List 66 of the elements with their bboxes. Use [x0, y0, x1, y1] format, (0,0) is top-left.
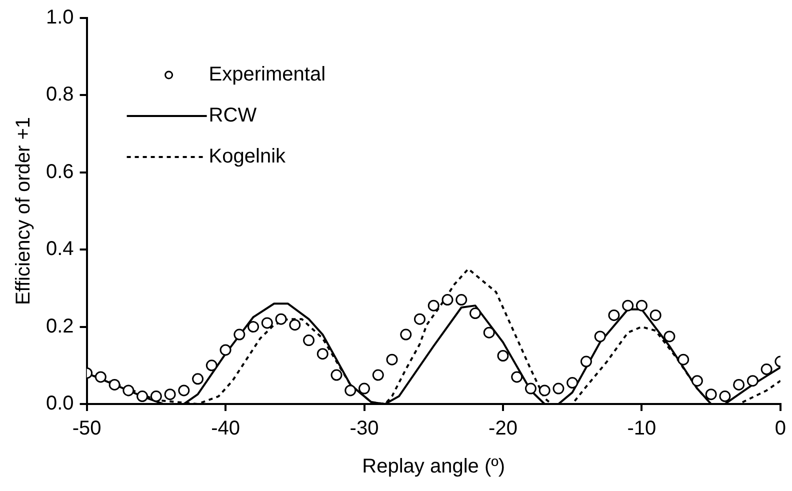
legend-label: RCW — [208, 104, 257, 127]
point — [248, 321, 260, 333]
point — [372, 369, 384, 381]
y-axis-title: Efficiency of order +1 — [12, 116, 35, 306]
legend-label: Experimental — [208, 64, 326, 86]
point — [469, 308, 481, 320]
point — [122, 384, 134, 396]
x-tick-label: 0 — [774, 418, 786, 440]
point — [94, 371, 106, 383]
point — [497, 350, 509, 362]
y-tick-label: 0.2 — [46, 315, 74, 338]
point — [552, 382, 564, 394]
point — [220, 344, 232, 356]
point — [566, 377, 578, 389]
point — [678, 354, 690, 366]
x-tick-label: -50 — [72, 418, 102, 440]
point — [234, 328, 246, 340]
point — [636, 300, 648, 312]
point — [746, 375, 758, 387]
point — [524, 382, 536, 394]
point — [164, 388, 176, 400]
point — [206, 360, 218, 372]
point — [664, 330, 676, 342]
point — [594, 330, 606, 342]
point — [150, 390, 162, 402]
point — [400, 328, 412, 340]
y-tick-label: 0.0 — [46, 392, 74, 415]
point — [608, 309, 620, 321]
point — [580, 356, 592, 368]
point — [386, 354, 398, 366]
point — [733, 378, 745, 390]
x-axis-title: Replay angle (º) — [362, 456, 506, 478]
point — [330, 369, 342, 381]
point — [414, 313, 426, 325]
point — [442, 294, 454, 306]
x-tick-label: -10 — [627, 418, 656, 440]
point — [303, 334, 315, 346]
point — [136, 390, 148, 402]
point — [428, 300, 440, 312]
point — [344, 384, 356, 396]
point — [650, 309, 662, 321]
y-tick-label: 0.6 — [46, 160, 74, 183]
point — [538, 384, 550, 396]
x-tick-label: -20 — [488, 418, 518, 440]
point — [358, 382, 370, 394]
legend-label: Kogelnik — [208, 146, 287, 168]
point — [483, 326, 495, 338]
y-tick-label: 0.8 — [46, 84, 74, 106]
point — [622, 300, 634, 312]
x-tick-label: -40 — [211, 418, 240, 440]
point — [691, 375, 703, 387]
point — [511, 371, 523, 383]
point — [316, 348, 328, 360]
point — [192, 373, 204, 385]
point — [760, 364, 772, 376]
y-tick-label: 0.4 — [46, 238, 74, 260]
point — [456, 294, 468, 306]
x-tick-label: -30 — [350, 418, 379, 440]
point — [261, 317, 273, 329]
point — [275, 313, 287, 325]
y-tick-label: 1.0 — [46, 6, 74, 29]
point — [289, 319, 301, 331]
point — [108, 378, 120, 390]
point — [705, 388, 717, 400]
point — [178, 384, 190, 396]
point — [719, 390, 731, 402]
